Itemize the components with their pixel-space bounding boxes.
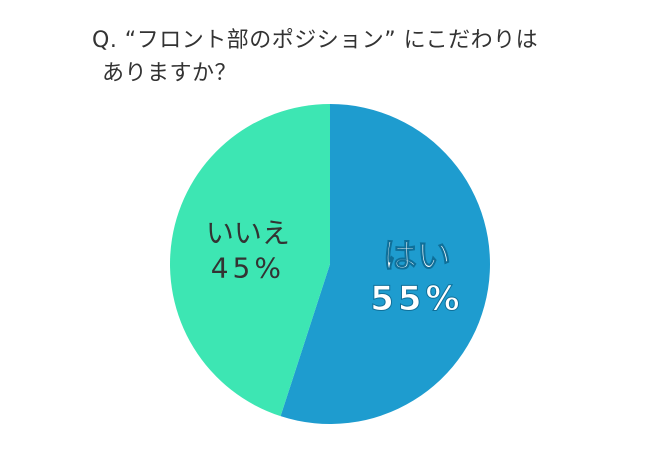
pie-slice-yes (280, 104, 490, 425)
pie-slice-no (170, 104, 330, 417)
chart-title: Q. “フロント部のポジション” にこだわりは ありますか？ (92, 24, 632, 90)
pie-slices (170, 104, 490, 425)
pie-slice-value-label: 45% (211, 252, 285, 285)
chart-title-line2: ありますか？ (102, 61, 238, 86)
pie-slice-label: いいえ (206, 217, 290, 250)
chart-title-line1: Q. “フロント部のポジション” にこだわりは (92, 28, 539, 53)
pie-slice-value-label: 55% (370, 279, 463, 319)
pie-slice-label: はい (383, 237, 451, 277)
